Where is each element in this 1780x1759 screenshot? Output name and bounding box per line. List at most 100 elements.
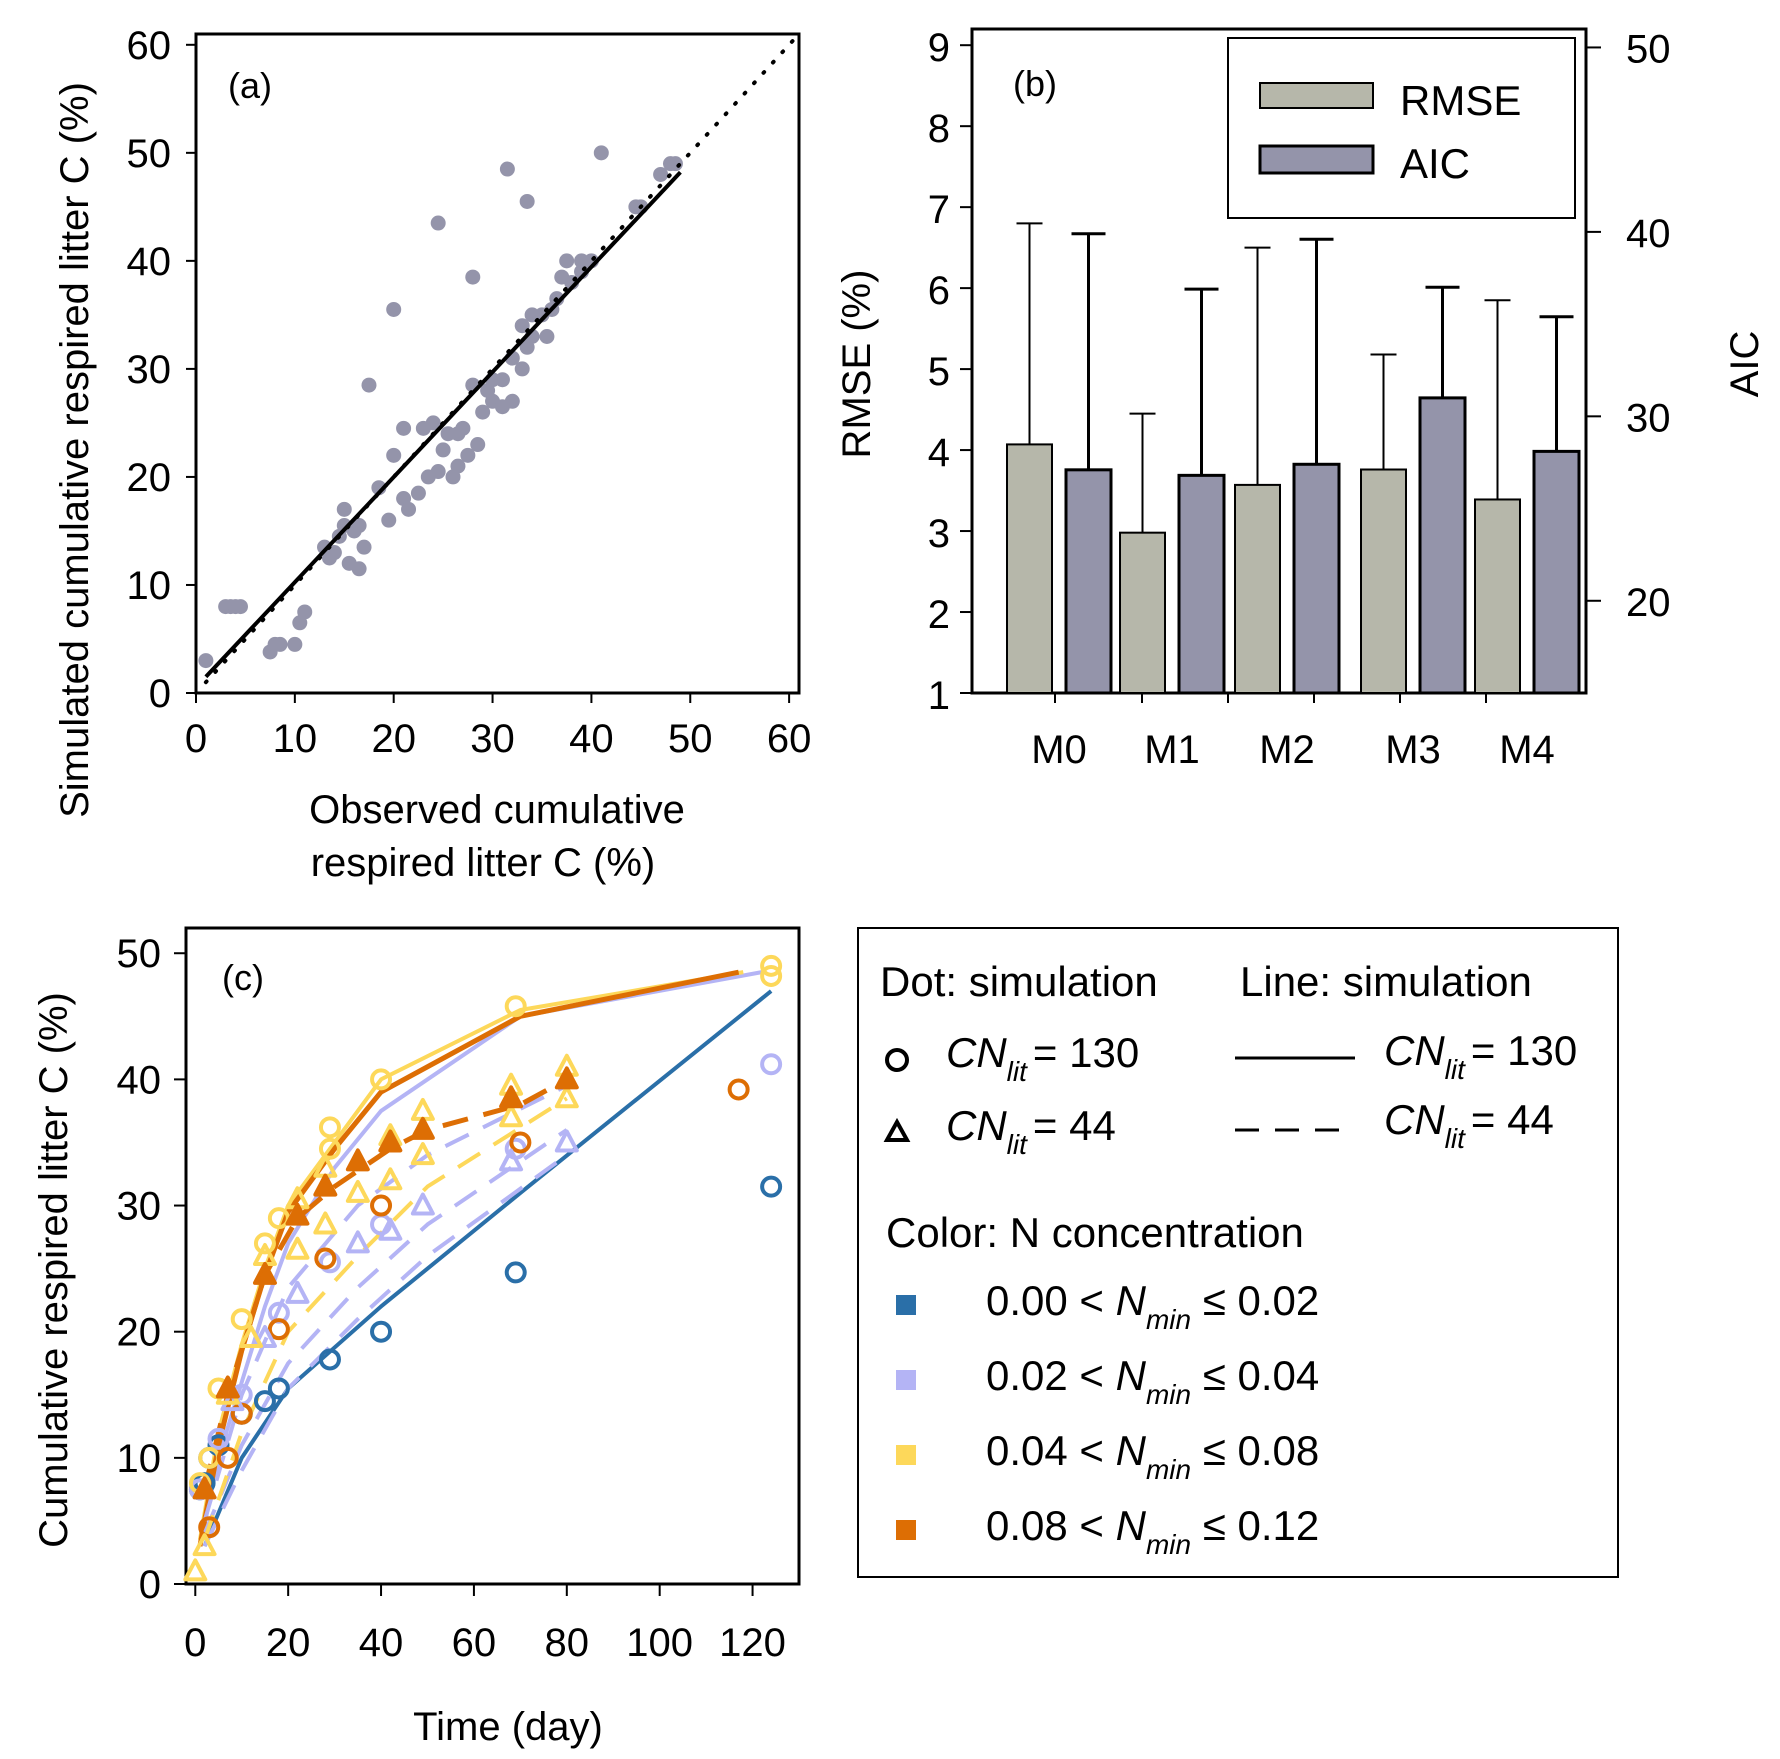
scatter-point <box>198 653 214 669</box>
panel-c-x-title: Time (day) <box>413 1705 603 1749</box>
legend-nmin-prefix: N <box>1116 1352 1147 1399</box>
scatter-point <box>361 377 377 393</box>
data-point-triangle <box>285 1202 310 1226</box>
data-point-triangle <box>378 1217 403 1241</box>
scatter-point <box>667 156 683 172</box>
scatter-point <box>425 415 441 431</box>
scatter-point <box>430 464 446 480</box>
data-point-circle <box>318 1348 341 1371</box>
y-tick-label: 0 <box>149 672 171 716</box>
data-point-triangle <box>345 1179 370 1203</box>
bar-aic <box>1418 396 1467 695</box>
legend-color-header: Color: N concentration <box>886 1209 1304 1256</box>
bar-aic <box>1532 449 1581 695</box>
panel-c-label: (c) <box>222 957 264 998</box>
panel-c-x-ticks: 0 20 40 60 80 100 120 <box>184 1584 786 1665</box>
panel-c-legend: Dot: simulation Line: simulation CNlit = … <box>857 927 1619 1578</box>
data-point-triangle <box>285 1236 310 1260</box>
panel-b-right-title: AIC <box>1723 331 1767 398</box>
data-point-circle <box>267 1207 290 1230</box>
data-point-triangle <box>345 1230 370 1254</box>
legend-cn-sub: lit <box>1007 1129 1028 1160</box>
scatter-point <box>455 420 471 436</box>
legend-color-swatch-icon <box>896 1370 916 1390</box>
panel-b-left-ticks: 1 2 3 4 5 6 7 8 9 <box>928 26 972 718</box>
data-point-circle <box>216 1446 239 1469</box>
data-point-triangle <box>252 1261 277 1285</box>
legend-cn-prefix: CN <box>1384 1096 1445 1143</box>
one-to-one-line <box>203 32 801 685</box>
scatter-point <box>494 372 510 388</box>
panel-c-frame <box>184 926 801 1586</box>
legend-range-low: 0.00 < <box>986 1277 1116 1324</box>
panel-a-lines <box>203 32 801 685</box>
scatter-point <box>475 404 491 420</box>
scatter-point <box>351 561 367 577</box>
legend-range-label: 0.04 < Nmin ≤ 0.08 <box>986 1427 1319 1485</box>
bar-rmse <box>1119 531 1166 694</box>
legend-range-high: ≤ 0.08 <box>1191 1427 1319 1474</box>
x-tick-label: 20 <box>371 717 416 761</box>
panel-b-legend-box <box>1227 37 1576 219</box>
legend-nmin-prefix: N <box>1116 1502 1147 1549</box>
left-tick-label: 7 <box>928 188 950 232</box>
data-point-circle <box>267 1318 290 1341</box>
legend-label-aic: AIC <box>1400 140 1470 187</box>
panel-a-y-ticks: 0 10 20 30 40 50 60 <box>127 24 196 716</box>
legend-range-low: 0.02 < <box>986 1352 1116 1399</box>
data-point-triangle <box>410 1142 435 1166</box>
panel-b-legend: RMSE AIC <box>1227 37 1576 219</box>
scatter-point <box>450 458 466 474</box>
x-category-label: M0 <box>1031 728 1087 772</box>
data-point-circle <box>760 1053 783 1076</box>
right-tick-label: 40 <box>1626 212 1671 256</box>
series-line-n2-solid <box>197 970 763 1547</box>
panel-b-right-ticks: 20 30 40 50 <box>1586 27 1671 625</box>
data-point-circle <box>760 964 783 987</box>
legend-triangle-marker-icon <box>883 1117 911 1142</box>
panel-a-y-title: Simulated cumulative respired litter C (… <box>53 82 97 818</box>
data-point-triangle <box>378 1129 403 1153</box>
panel-a-points <box>198 145 683 669</box>
legend-range-high: ≤ 0.04 <box>1191 1352 1319 1399</box>
scatter-point <box>297 604 313 620</box>
scatter-point <box>504 393 520 409</box>
scatter-point <box>356 539 372 555</box>
y-tick-label: 40 <box>127 240 172 284</box>
x-tick-label: 0 <box>185 717 207 761</box>
panel-b-label: (b) <box>1013 63 1057 104</box>
x-tick-label: 120 <box>719 1621 786 1665</box>
panel-b-bars <box>1006 222 1581 695</box>
bar-rmse <box>1474 498 1521 694</box>
scatter-point <box>401 501 417 517</box>
data-point-triangle <box>215 1375 240 1399</box>
legend-dot-cn130: CNlit = 130 <box>946 1029 1139 1087</box>
data-point-triangle <box>554 1085 579 1109</box>
x-tick-label: 20 <box>266 1621 311 1665</box>
scatter-point <box>336 501 352 517</box>
legend-cn-sub: lit <box>1007 1056 1028 1087</box>
data-point-circle <box>504 1261 527 1284</box>
y-tick-label: 0 <box>139 1563 161 1607</box>
legend-nmin-sub: min <box>1146 1379 1191 1410</box>
data-point-circle <box>253 1232 276 1255</box>
data-point-circle <box>370 1320 393 1343</box>
data-point-circle <box>760 954 783 977</box>
data-point-circle <box>318 1251 341 1274</box>
data-point-circle <box>318 1116 341 1139</box>
legend-range-high: ≤ 0.02 <box>1191 1277 1319 1324</box>
panel-c-y-title: Cumulative respired litter C (%) <box>32 992 76 1548</box>
panel-c-time-series: 0 20 40 60 80 100 120 0 10 20 30 40 50 (c) Time (da… <box>32 926 801 1749</box>
x-category-label: M3 <box>1385 728 1441 772</box>
legend-dot-header: Dot: simulation <box>880 958 1158 1005</box>
data-point-circle <box>727 1078 750 1101</box>
data-point-triangle <box>554 1066 579 1090</box>
legend-range-label: 0.08 < Nmin ≤ 0.12 <box>986 1502 1319 1560</box>
x-tick-label: 40 <box>569 717 614 761</box>
data-point-circle <box>314 1247 337 1270</box>
left-tick-label: 4 <box>928 431 950 475</box>
scatter-point <box>386 301 402 317</box>
scatter-point <box>435 442 451 458</box>
scatter-point <box>653 166 669 182</box>
